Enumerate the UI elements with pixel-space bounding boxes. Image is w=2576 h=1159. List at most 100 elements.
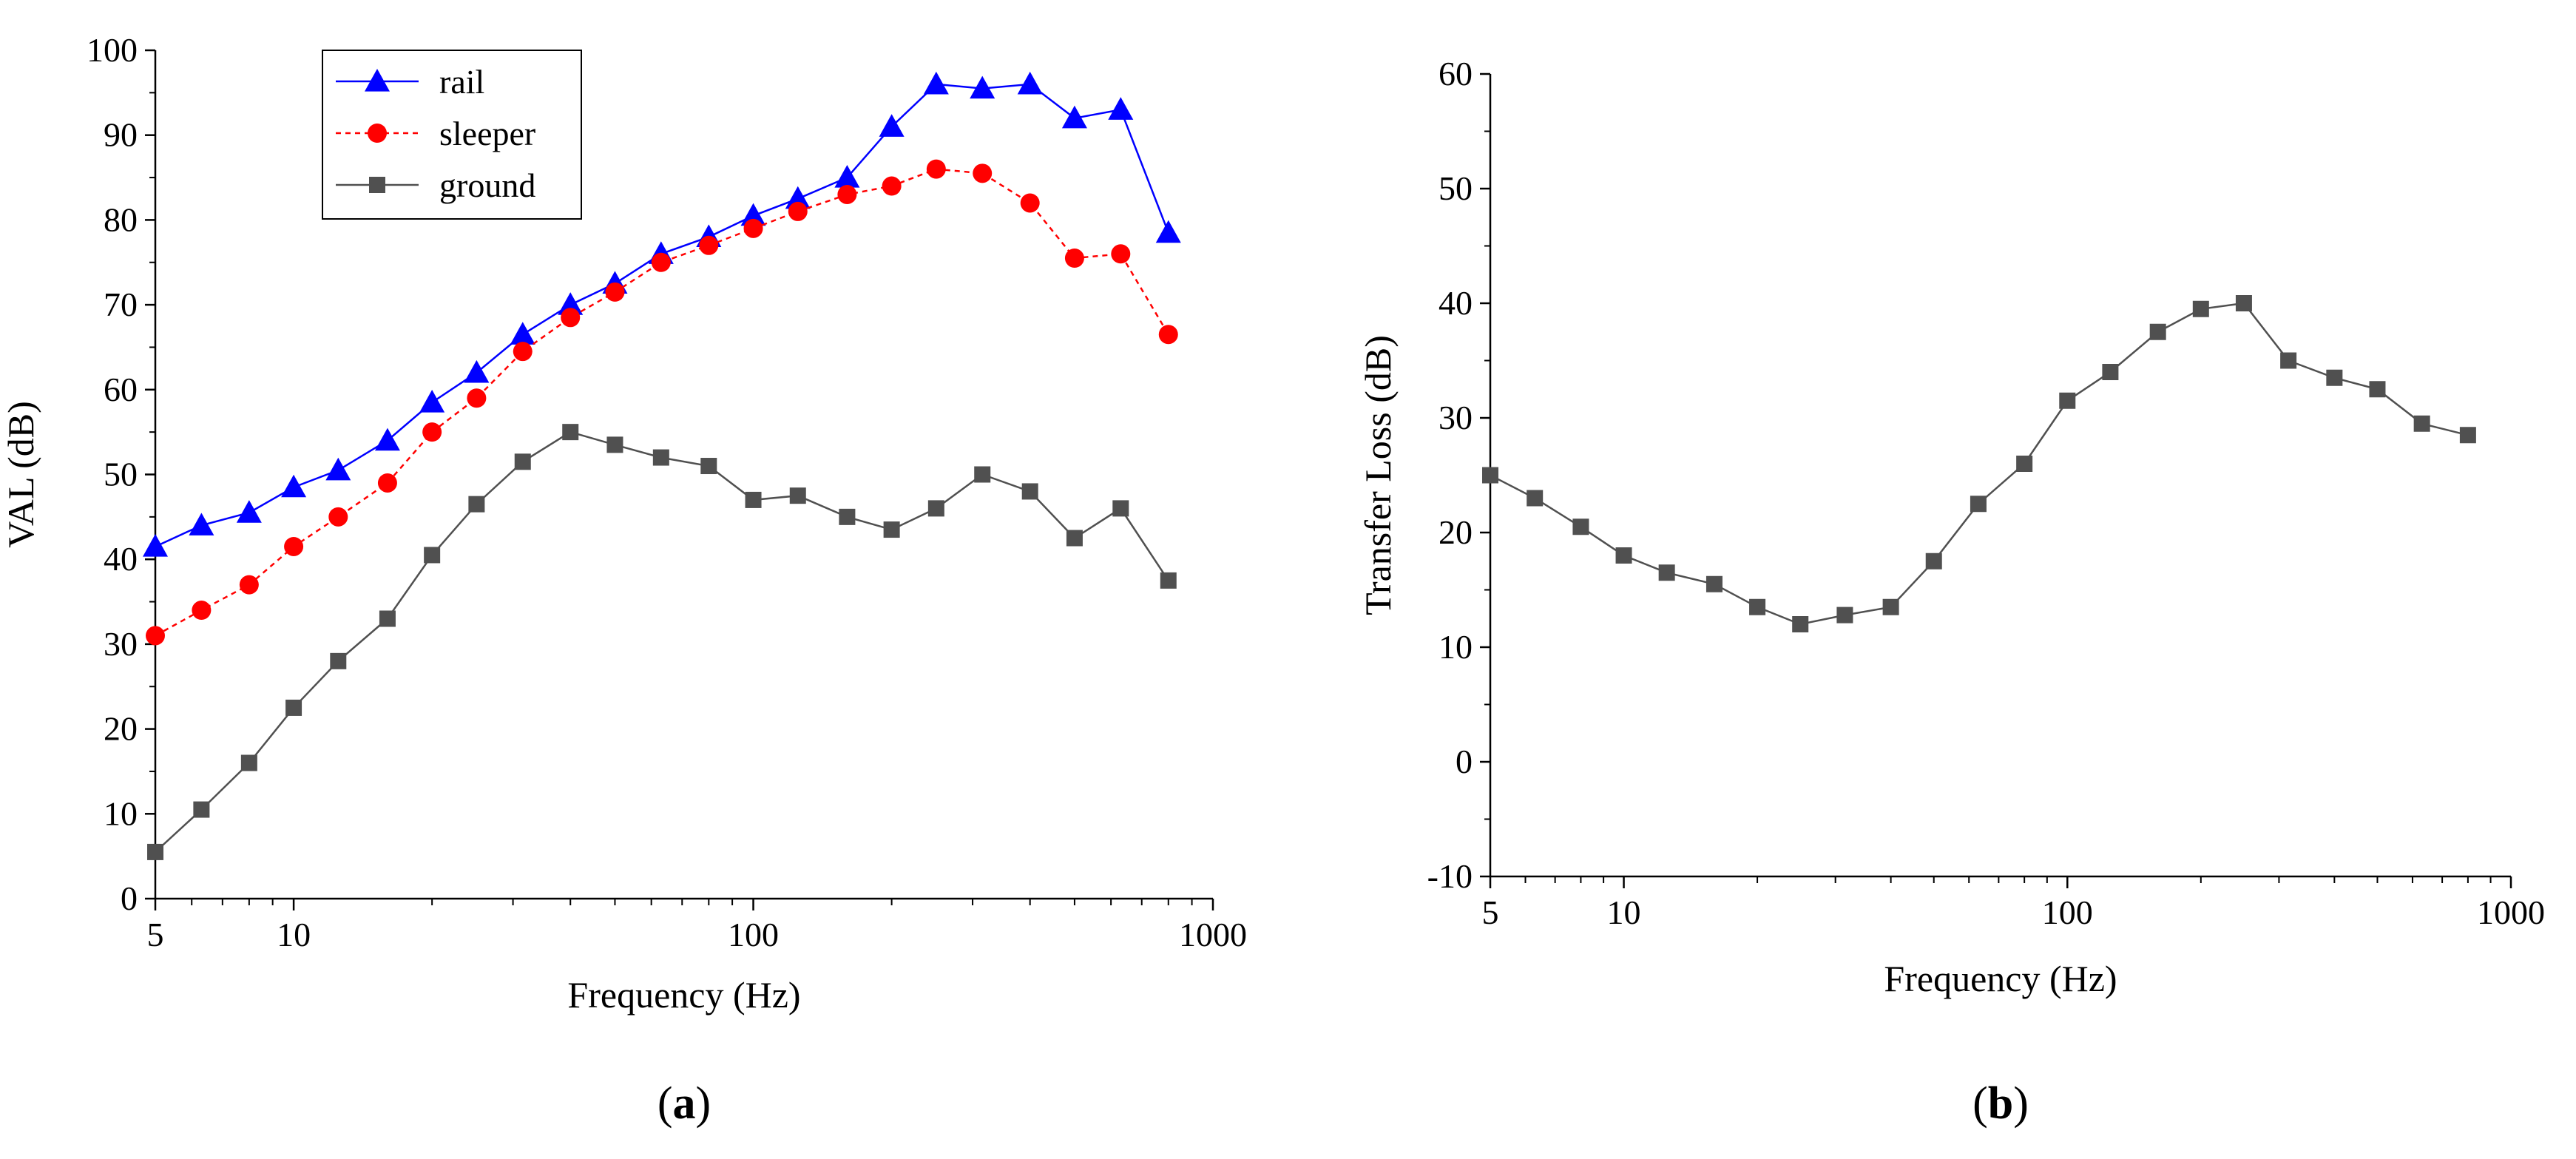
- y-tick-label: 30: [104, 625, 138, 663]
- sleeper-data-point: [926, 159, 946, 179]
- x-tick-label: 5: [1482, 893, 1499, 931]
- sleeper-data-point: [973, 163, 993, 183]
- rail-data-point: [923, 71, 949, 95]
- transfer-loss-data-point: [2459, 427, 2476, 444]
- sleeper-series-line: [155, 168, 1169, 637]
- rail-data-point: [236, 500, 262, 523]
- rail-data-point: [325, 457, 351, 481]
- sleeper-data-point: [1111, 244, 1131, 264]
- ground-data-point: [700, 458, 717, 475]
- y-axis-title: VAL (dB): [0, 401, 41, 548]
- transfer-loss-data-point: [2149, 323, 2166, 340]
- ground-data-point: [379, 610, 396, 627]
- y-tick-label: 40: [1439, 284, 1473, 322]
- rail-data-point: [834, 165, 860, 188]
- ground-data-point: [468, 496, 485, 513]
- ground-data-point: [285, 699, 302, 716]
- rail-data-point: [1108, 97, 1134, 120]
- y-tick-label: 50: [104, 456, 138, 493]
- ground-data-point: [240, 754, 257, 771]
- transfer-loss-data-point: [1527, 490, 1544, 507]
- transfer-loss-data-point: [1482, 467, 1498, 484]
- legend: rail sleeper ground: [322, 50, 582, 220]
- ground-data-point: [606, 436, 623, 453]
- sleeper-data-point: [651, 252, 671, 272]
- transfer-loss-data-point: [2192, 300, 2209, 317]
- transfer-loss-data-point: [2369, 381, 2386, 398]
- y-tick-label: 100: [87, 31, 138, 69]
- rail-data-point: [740, 203, 766, 226]
- rail-data-point: [143, 533, 168, 557]
- y-tick-label: 0: [1456, 743, 1473, 780]
- ground-data-point: [514, 453, 531, 470]
- ground-data-point: [330, 652, 347, 669]
- transfer-loss-data-point: [2059, 392, 2076, 409]
- rail-data-point: [281, 474, 307, 498]
- transfer-loss-data-point: [1836, 606, 1853, 624]
- panel-label: (a): [657, 1078, 711, 1129]
- transfer-loss-data-point: [1970, 496, 1987, 513]
- ground-data-point: [147, 843, 163, 860]
- y-tick-label: 70: [104, 285, 138, 323]
- ground-series-line: [155, 430, 1169, 853]
- sleeper-data-point: [146, 626, 165, 646]
- y-tick-label: -10: [1427, 857, 1473, 895]
- ground-data-point: [745, 491, 762, 508]
- transfer-loss-data-point: [1925, 553, 1942, 570]
- ground-data-point: [1160, 572, 1177, 589]
- sleeper-data-point: [1020, 193, 1040, 213]
- rail-data-point: [970, 75, 995, 99]
- y-tick-label: 40: [104, 540, 138, 578]
- sleeper-data-point: [467, 388, 487, 408]
- transfer-loss-data-point: [1705, 575, 1723, 592]
- rail-series-line: [155, 83, 1169, 548]
- y-tick-label: 90: [104, 116, 138, 154]
- transfer-loss-data-point: [2413, 415, 2430, 432]
- y-tick-label: 60: [104, 371, 138, 408]
- y-tick-label: 30: [1439, 399, 1473, 436]
- x-axis-title: Frequency (Hz): [1884, 958, 2117, 999]
- legend-marker-ground: [369, 177, 385, 193]
- sleeper-data-point: [284, 536, 304, 556]
- x-axis-title: Frequency (Hz): [567, 974, 800, 1016]
- sleeper-data-point: [377, 473, 397, 493]
- rail-data-point: [1017, 71, 1043, 95]
- rail-data-point: [464, 359, 490, 383]
- sleeper-data-point: [422, 422, 442, 442]
- y-tick-label: 10: [104, 794, 138, 832]
- ground-data-point: [927, 500, 944, 517]
- x-tick-label: 10: [277, 916, 311, 953]
- y-tick-label: 20: [104, 710, 138, 748]
- transfer-loss-data-point: [1792, 616, 1809, 632]
- panel-a-chart: 0 10 20 30 40 50 60 70 80 90 100 5 10 100 1000 Frequenc…: [0, 31, 1247, 1129]
- sleeper-data-point: [561, 308, 581, 328]
- ground-data-point: [652, 449, 669, 466]
- transfer-loss-data-point: [2280, 352, 2297, 369]
- ground-data-point: [1112, 500, 1129, 517]
- sleeper-data-point: [328, 507, 348, 527]
- x-tick-label: 100: [2042, 893, 2093, 931]
- sleeper-data-point: [882, 176, 902, 196]
- rail-data-point: [785, 186, 811, 209]
- y-tick-label: 10: [1439, 628, 1473, 666]
- sleeper-data-point: [239, 575, 259, 595]
- ground-data-point: [424, 547, 441, 564]
- y-tick-label: 80: [104, 200, 138, 238]
- ground-data-point: [789, 487, 806, 504]
- sleeper-data-point: [192, 601, 212, 621]
- rail-data-point: [879, 114, 905, 137]
- transfer-loss-data-point: [2235, 295, 2252, 311]
- ground-data-point: [839, 508, 856, 525]
- transfer-loss-data-point: [2326, 369, 2343, 386]
- ground-data-point: [883, 521, 900, 538]
- rail-data-point: [1061, 105, 1087, 129]
- y-tick-label: 20: [1439, 513, 1473, 551]
- sleeper-data-point: [788, 201, 808, 221]
- panel-label: (b): [1972, 1078, 2029, 1129]
- sleeper-data-point: [1158, 325, 1178, 345]
- x-tick-label: 1000: [1179, 916, 1247, 953]
- y-tick-label: 60: [1439, 55, 1473, 92]
- y-tick-label: 0: [121, 879, 138, 917]
- transfer-loss-data-point: [1615, 547, 1632, 564]
- x-tick-label: 100: [728, 916, 779, 953]
